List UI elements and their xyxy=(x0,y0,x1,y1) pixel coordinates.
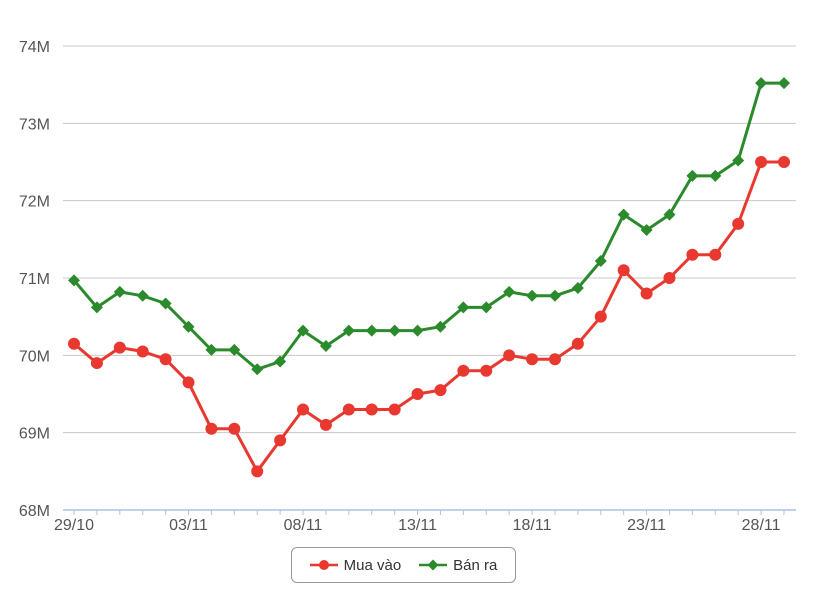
data-point xyxy=(113,285,126,298)
data-point xyxy=(732,217,745,230)
data-point xyxy=(457,364,470,377)
data-point xyxy=(571,282,584,295)
data-point xyxy=(640,224,653,237)
data-point xyxy=(480,364,493,377)
legend-label-ban-ra: Bán ra xyxy=(453,556,498,574)
data-point xyxy=(68,274,80,287)
data-point xyxy=(90,301,103,314)
data-point xyxy=(319,418,332,431)
x-tick-label: 08/11 xyxy=(284,517,323,534)
legend-label-mua-vao: Mua vào xyxy=(343,556,402,574)
legend-item-mua-vao[interactable]: Mua vào xyxy=(309,556,402,574)
y-tick-label: 72M xyxy=(19,194,50,211)
y-tick-label: 69M xyxy=(19,426,50,443)
data-point xyxy=(228,343,241,356)
data-point xyxy=(251,465,264,478)
data-point xyxy=(411,388,424,400)
data-point xyxy=(182,320,195,333)
data-point xyxy=(342,403,355,416)
data-point xyxy=(434,384,447,397)
data-point xyxy=(686,169,699,182)
data-point xyxy=(182,376,195,389)
data-point xyxy=(571,337,584,350)
data-point xyxy=(365,324,378,337)
data-point xyxy=(755,77,768,90)
data-point xyxy=(548,353,561,366)
data-point xyxy=(113,341,126,354)
data-point xyxy=(159,353,172,366)
legend-item-ban-ra[interactable]: Bán ra xyxy=(419,557,497,574)
data-point xyxy=(709,169,722,182)
legend: Mua vào Bán ra xyxy=(291,547,516,583)
data-point xyxy=(594,310,607,323)
data-point xyxy=(342,324,355,337)
x-tick-label: 03/11 xyxy=(169,517,208,534)
series-group xyxy=(68,77,790,478)
data-point xyxy=(68,337,80,350)
data-point xyxy=(319,340,332,353)
data-point xyxy=(388,403,401,416)
grid-lines xyxy=(63,45,796,434)
data-point xyxy=(503,349,516,362)
data-point xyxy=(365,403,378,416)
y-tick-label: 74M xyxy=(19,39,50,56)
data-point xyxy=(136,289,149,302)
data-point xyxy=(228,422,241,435)
y-axis-ticks: 68M 69M 70M 71M 72M 73M 74M xyxy=(19,39,50,520)
x-tick-label: 29/10 xyxy=(54,517,94,534)
x-axis: 29/10 03/11 08/11 13/11 18/11 23/11 28/11 xyxy=(54,509,796,534)
diamond-marker-icon xyxy=(419,559,448,571)
y-tick-label: 71M xyxy=(19,271,50,288)
data-point xyxy=(274,355,287,368)
data-point xyxy=(526,353,539,366)
data-point xyxy=(251,363,264,376)
data-point xyxy=(205,343,218,356)
data-point xyxy=(297,403,310,416)
data-point xyxy=(411,324,424,337)
data-point xyxy=(297,324,310,337)
data-point xyxy=(503,285,516,298)
x-tick-label: 23/11 xyxy=(627,517,666,534)
data-point xyxy=(640,287,653,300)
data-point xyxy=(594,254,607,267)
data-point xyxy=(778,77,790,90)
data-point xyxy=(686,248,699,261)
data-point xyxy=(136,345,149,358)
series-line xyxy=(72,81,784,371)
data-point xyxy=(663,208,676,221)
data-point xyxy=(617,208,630,221)
circle-marker-icon xyxy=(309,560,338,570)
data-point xyxy=(434,320,447,333)
data-point xyxy=(274,434,287,447)
data-point xyxy=(663,272,676,284)
x-tick-label: 13/11 xyxy=(398,517,437,534)
y-tick-label: 68M xyxy=(19,503,50,520)
data-point xyxy=(205,422,218,435)
data-point xyxy=(548,289,561,302)
y-tick-label: 70M xyxy=(19,348,50,365)
data-point xyxy=(732,154,745,167)
data-point xyxy=(755,156,768,168)
x-tick-label: 18/11 xyxy=(513,517,552,534)
data-point xyxy=(526,289,539,302)
data-point xyxy=(709,248,722,261)
data-point xyxy=(90,357,103,370)
data-point xyxy=(159,297,172,310)
y-tick-label: 73M xyxy=(19,116,50,133)
data-point xyxy=(457,301,470,314)
data-point xyxy=(778,156,790,168)
x-tick-label: 28/11 xyxy=(742,517,781,534)
data-point xyxy=(617,264,630,277)
data-point xyxy=(388,324,401,337)
data-point xyxy=(480,301,493,314)
